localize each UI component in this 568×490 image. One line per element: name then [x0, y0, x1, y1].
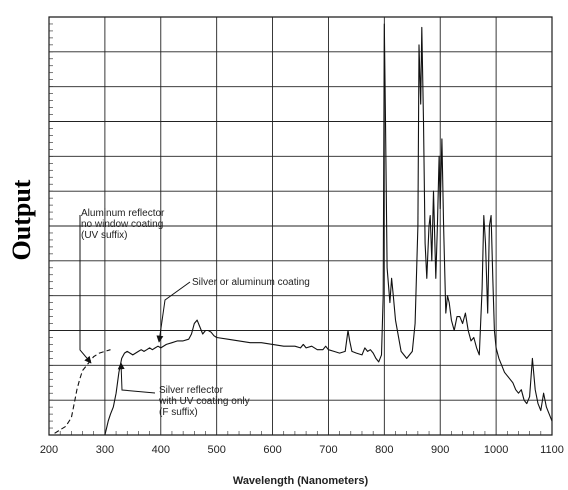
- arrow-to-silver-reflector-curve: [117, 362, 156, 394]
- x-tick-label: 1000: [484, 444, 508, 456]
- dashed-series-line: [54, 349, 111, 434]
- solid-series-line: [104, 23, 553, 436]
- minor-ticks: [49, 23, 542, 435]
- annotations: Aluminum reflector no window coating (UV s…: [79, 208, 310, 418]
- annotation-line: no window coating: [81, 219, 163, 230]
- annotation-line: (UV suffix): [81, 230, 128, 241]
- x-tick-label: 400: [152, 444, 170, 456]
- x-tick-label: 1100: [540, 444, 564, 456]
- y-axis-title: Output: [7, 179, 36, 260]
- annotation-line: Silver reflector: [159, 385, 224, 396]
- annotation-aluminum-reflector: Aluminum reflector no window coating (UV s…: [81, 208, 165, 241]
- annotation-line: Silver or aluminum coating: [192, 277, 310, 288]
- x-tick-labels: 200 300 400 500 600 700 800 900 1000 1100: [40, 444, 564, 456]
- annotation-line: Aluminum reflector: [81, 208, 165, 219]
- annotation-line: with UV coating only: [158, 396, 250, 407]
- x-tick-label: 600: [263, 444, 281, 456]
- series-layer: [54, 23, 553, 436]
- annotation-silver-reflector: Silver reflector with UV coating only (F s…: [158, 385, 250, 418]
- arrow-to-solid-curve: [156, 281, 191, 343]
- x-tick-label: 800: [375, 444, 393, 456]
- x-tick-label: 300: [96, 444, 114, 456]
- arrow-to-dashed-curve: [79, 215, 92, 364]
- x-axis-title: Wavelength (Nanometers): [233, 475, 369, 487]
- x-tick-label: 500: [207, 444, 225, 456]
- x-tick-label: 900: [431, 444, 449, 456]
- annotation-line: (F suffix): [159, 407, 198, 418]
- annotation-silver-aluminum-coating: Silver or aluminum coating: [192, 277, 310, 288]
- x-tick-label: 200: [40, 444, 58, 456]
- x-tick-label: 700: [319, 444, 337, 456]
